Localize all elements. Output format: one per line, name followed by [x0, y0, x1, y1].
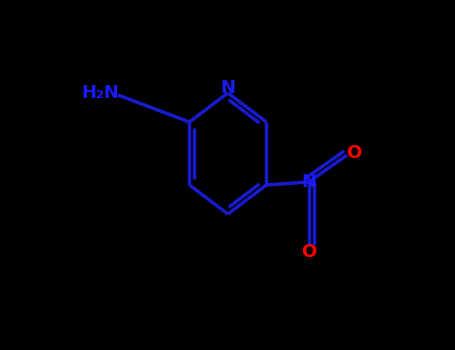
Text: N: N [220, 79, 235, 97]
Text: O: O [347, 144, 362, 162]
Text: H₂N: H₂N [82, 84, 120, 102]
Text: N: N [301, 173, 316, 191]
Text: O: O [301, 243, 316, 261]
